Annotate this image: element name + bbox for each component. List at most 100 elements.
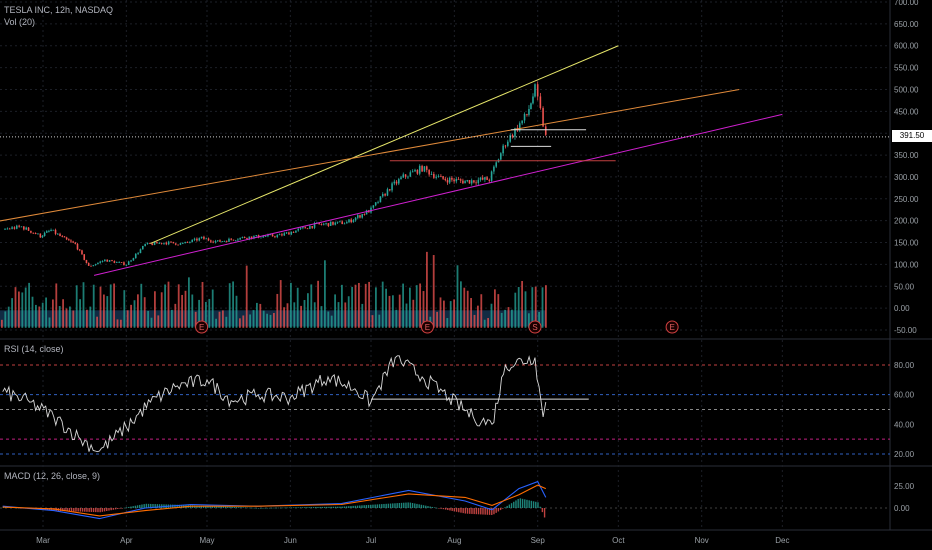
macd-histogram-bar bbox=[134, 505, 137, 508]
volume-bar bbox=[528, 313, 530, 328]
volume-bar bbox=[545, 285, 547, 328]
candle-body bbox=[348, 219, 350, 223]
candle-body bbox=[354, 217, 357, 221]
candle-body bbox=[196, 238, 198, 241]
macd-histogram-bar bbox=[198, 505, 200, 508]
macd-histogram-bar bbox=[440, 508, 442, 509]
volume-bar bbox=[392, 295, 394, 328]
candle-body bbox=[357, 215, 359, 218]
macd-histogram-bar bbox=[365, 505, 368, 508]
candle-body bbox=[493, 166, 495, 172]
volume-bar bbox=[432, 255, 435, 328]
volume-bar bbox=[126, 310, 129, 328]
macd-histogram-bar bbox=[337, 506, 339, 508]
macd-histogram-bar bbox=[462, 508, 464, 514]
volume-bar bbox=[293, 302, 296, 328]
macd-histogram-bar bbox=[513, 501, 515, 508]
volume-bar bbox=[375, 287, 377, 328]
volume-bar bbox=[364, 283, 367, 328]
volume-bar bbox=[470, 298, 472, 328]
candle-body bbox=[78, 249, 81, 251]
candle-body bbox=[500, 153, 502, 160]
macd-histogram-bar bbox=[354, 505, 357, 508]
candle-body bbox=[87, 263, 90, 266]
macd-histogram-bar bbox=[97, 508, 99, 513]
candle-body bbox=[532, 96, 534, 104]
candle-body bbox=[59, 233, 61, 236]
volume-bar bbox=[310, 284, 313, 328]
candle-body bbox=[352, 220, 355, 223]
macd-histogram-bar bbox=[295, 507, 297, 508]
candle-body bbox=[184, 241, 186, 244]
volume-bar bbox=[463, 287, 466, 328]
macd-histogram-bar bbox=[308, 507, 310, 508]
candle-body bbox=[158, 242, 161, 244]
macd-histogram-bar bbox=[312, 507, 315, 508]
candle-body bbox=[45, 231, 48, 233]
macd-histogram-bar bbox=[229, 506, 231, 508]
volume-bar bbox=[21, 292, 24, 328]
rsi-label: RSI (14, close) bbox=[4, 344, 64, 354]
volume-bar bbox=[79, 299, 81, 328]
macd-histogram-bar bbox=[246, 507, 249, 509]
macd-histogram-bar bbox=[411, 503, 414, 508]
candle-body bbox=[65, 237, 68, 240]
candle-body bbox=[13, 227, 16, 229]
macd-histogram-bar bbox=[361, 505, 363, 508]
earnings-marker bbox=[195, 320, 209, 334]
volume-bar bbox=[511, 309, 513, 328]
candle-body bbox=[210, 240, 212, 242]
candle-body bbox=[325, 223, 327, 224]
macd-histogram-bar bbox=[409, 502, 412, 508]
volume-bar bbox=[24, 287, 27, 328]
volume-bar bbox=[385, 288, 387, 328]
candle-body bbox=[63, 236, 66, 238]
candle-body bbox=[90, 265, 92, 267]
volume-bar bbox=[201, 281, 204, 328]
volume-bar bbox=[143, 297, 146, 328]
macd-histogram-bar bbox=[385, 503, 387, 508]
candle-body bbox=[470, 180, 473, 184]
macd-histogram-bar bbox=[249, 507, 251, 509]
macd-histogram-bar bbox=[453, 508, 456, 512]
macd-histogram-bar bbox=[62, 508, 64, 512]
candle-body bbox=[391, 183, 393, 191]
volume-bar bbox=[211, 289, 214, 328]
candle-body bbox=[130, 260, 132, 262]
volume-bar bbox=[320, 306, 323, 328]
volume-bar bbox=[232, 281, 234, 328]
candle-body bbox=[70, 240, 72, 242]
candle-body bbox=[191, 239, 194, 243]
macd-histogram-bar bbox=[240, 507, 242, 508]
volume-bar bbox=[140, 283, 143, 328]
volume-bar bbox=[330, 315, 333, 328]
candle-body bbox=[451, 177, 453, 180]
macd-histogram-bar bbox=[207, 505, 209, 508]
candle-body bbox=[530, 103, 532, 110]
macd-histogram-bar bbox=[297, 507, 299, 508]
candle-body bbox=[322, 223, 325, 225]
candle-body bbox=[542, 108, 544, 127]
macd-histogram-bar bbox=[77, 508, 79, 512]
price-tick-label: 200.00 bbox=[894, 217, 919, 226]
macd-histogram-bar bbox=[84, 508, 86, 512]
candle-body bbox=[462, 180, 464, 184]
macd-histogram-bar bbox=[156, 504, 159, 508]
candle-body bbox=[85, 259, 88, 264]
volume-bar bbox=[184, 290, 187, 328]
macd-histogram-bar bbox=[180, 504, 183, 508]
candle-body bbox=[448, 177, 451, 183]
volume-bar bbox=[490, 303, 493, 328]
earnings-marker-label: S bbox=[532, 323, 537, 332]
symbol-title: TESLA INC, 12h, NASDAQ bbox=[4, 5, 114, 15]
macd-histogram-bar bbox=[433, 507, 436, 509]
macd-histogram-bar bbox=[310, 507, 313, 508]
macd-histogram-bar bbox=[334, 506, 337, 508]
macd-histogram-bar bbox=[290, 507, 293, 509]
macd-macd-line bbox=[2, 480, 547, 520]
macd-histogram-bar bbox=[121, 508, 123, 509]
macd-histogram-bar bbox=[510, 503, 513, 508]
candle-body bbox=[446, 180, 449, 183]
volume-bar bbox=[38, 306, 41, 328]
macd-histogram-bar bbox=[112, 508, 115, 510]
